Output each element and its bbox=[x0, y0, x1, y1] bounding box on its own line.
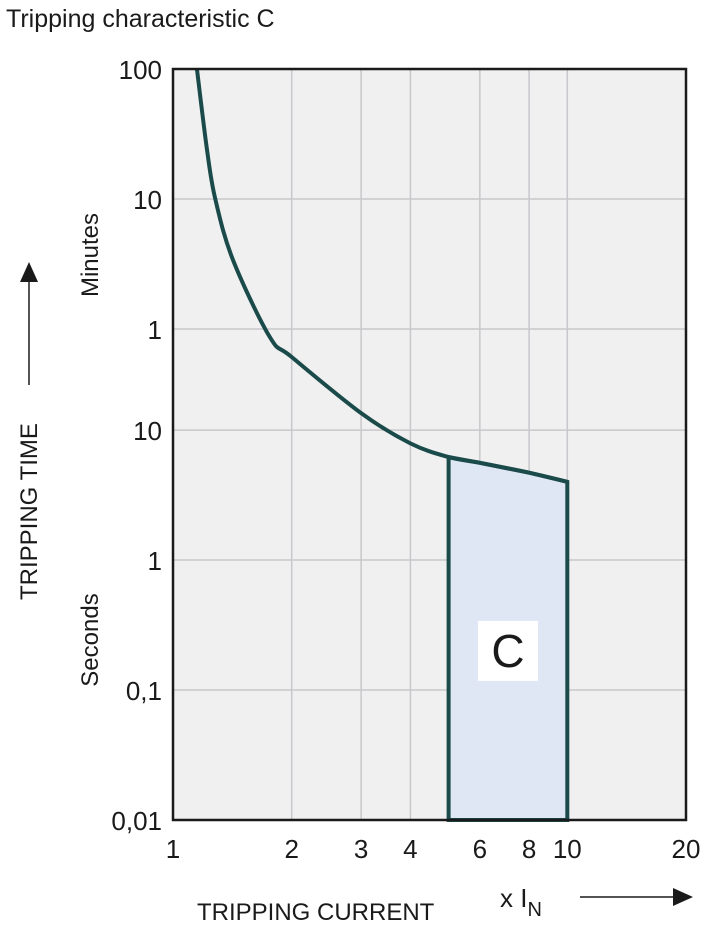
y-tick-label: 0,1 bbox=[126, 676, 162, 706]
x-tick-label: 4 bbox=[403, 834, 417, 864]
x-tick-label: 8 bbox=[522, 834, 536, 864]
x-tick-label: 2 bbox=[284, 834, 298, 864]
x-tick-label: 10 bbox=[553, 834, 582, 864]
y-axis-label: TRIPPING TIME bbox=[16, 423, 43, 600]
tripping-curve bbox=[194, 68, 568, 484]
chart-title: Tripping characteristic C bbox=[6, 5, 275, 33]
y-unit-minutes: Minutes bbox=[77, 213, 104, 297]
x-tick-labels: 1 2 3 4 6 8 10 20 bbox=[166, 834, 701, 864]
y-tick-label: 0,01 bbox=[111, 806, 162, 836]
x-unit-prefix: x I bbox=[500, 883, 527, 913]
x-axis-label: TRIPPING CURRENT bbox=[197, 899, 435, 926]
region-label-box bbox=[477, 620, 538, 681]
x-unit-subscript: N bbox=[527, 899, 541, 921]
y-axis-arrow-icon bbox=[20, 262, 38, 282]
x-tick-label: 20 bbox=[672, 834, 701, 864]
y-tick-labels: 100 10 1 10 1 0,1 0,01 bbox=[111, 55, 162, 836]
plot-background bbox=[173, 69, 686, 820]
plot-frame bbox=[171, 67, 688, 822]
x-tick-label: 3 bbox=[354, 834, 368, 864]
x-axis-arrow-icon bbox=[673, 888, 693, 906]
x-unit: x IN bbox=[500, 883, 542, 921]
y-tick-label: 1 bbox=[148, 315, 162, 345]
y-unit-seconds: Seconds bbox=[77, 593, 104, 686]
grid bbox=[173, 69, 686, 820]
y-tick-label: 10 bbox=[133, 185, 162, 215]
y-tick-label: 1 bbox=[148, 546, 162, 576]
x-tick-label: 1 bbox=[166, 834, 180, 864]
y-tick-label: 10 bbox=[133, 416, 162, 446]
y-tick-label: 100 bbox=[119, 55, 162, 85]
region-label: C bbox=[491, 625, 524, 677]
x-tick-label: 6 bbox=[473, 834, 487, 864]
